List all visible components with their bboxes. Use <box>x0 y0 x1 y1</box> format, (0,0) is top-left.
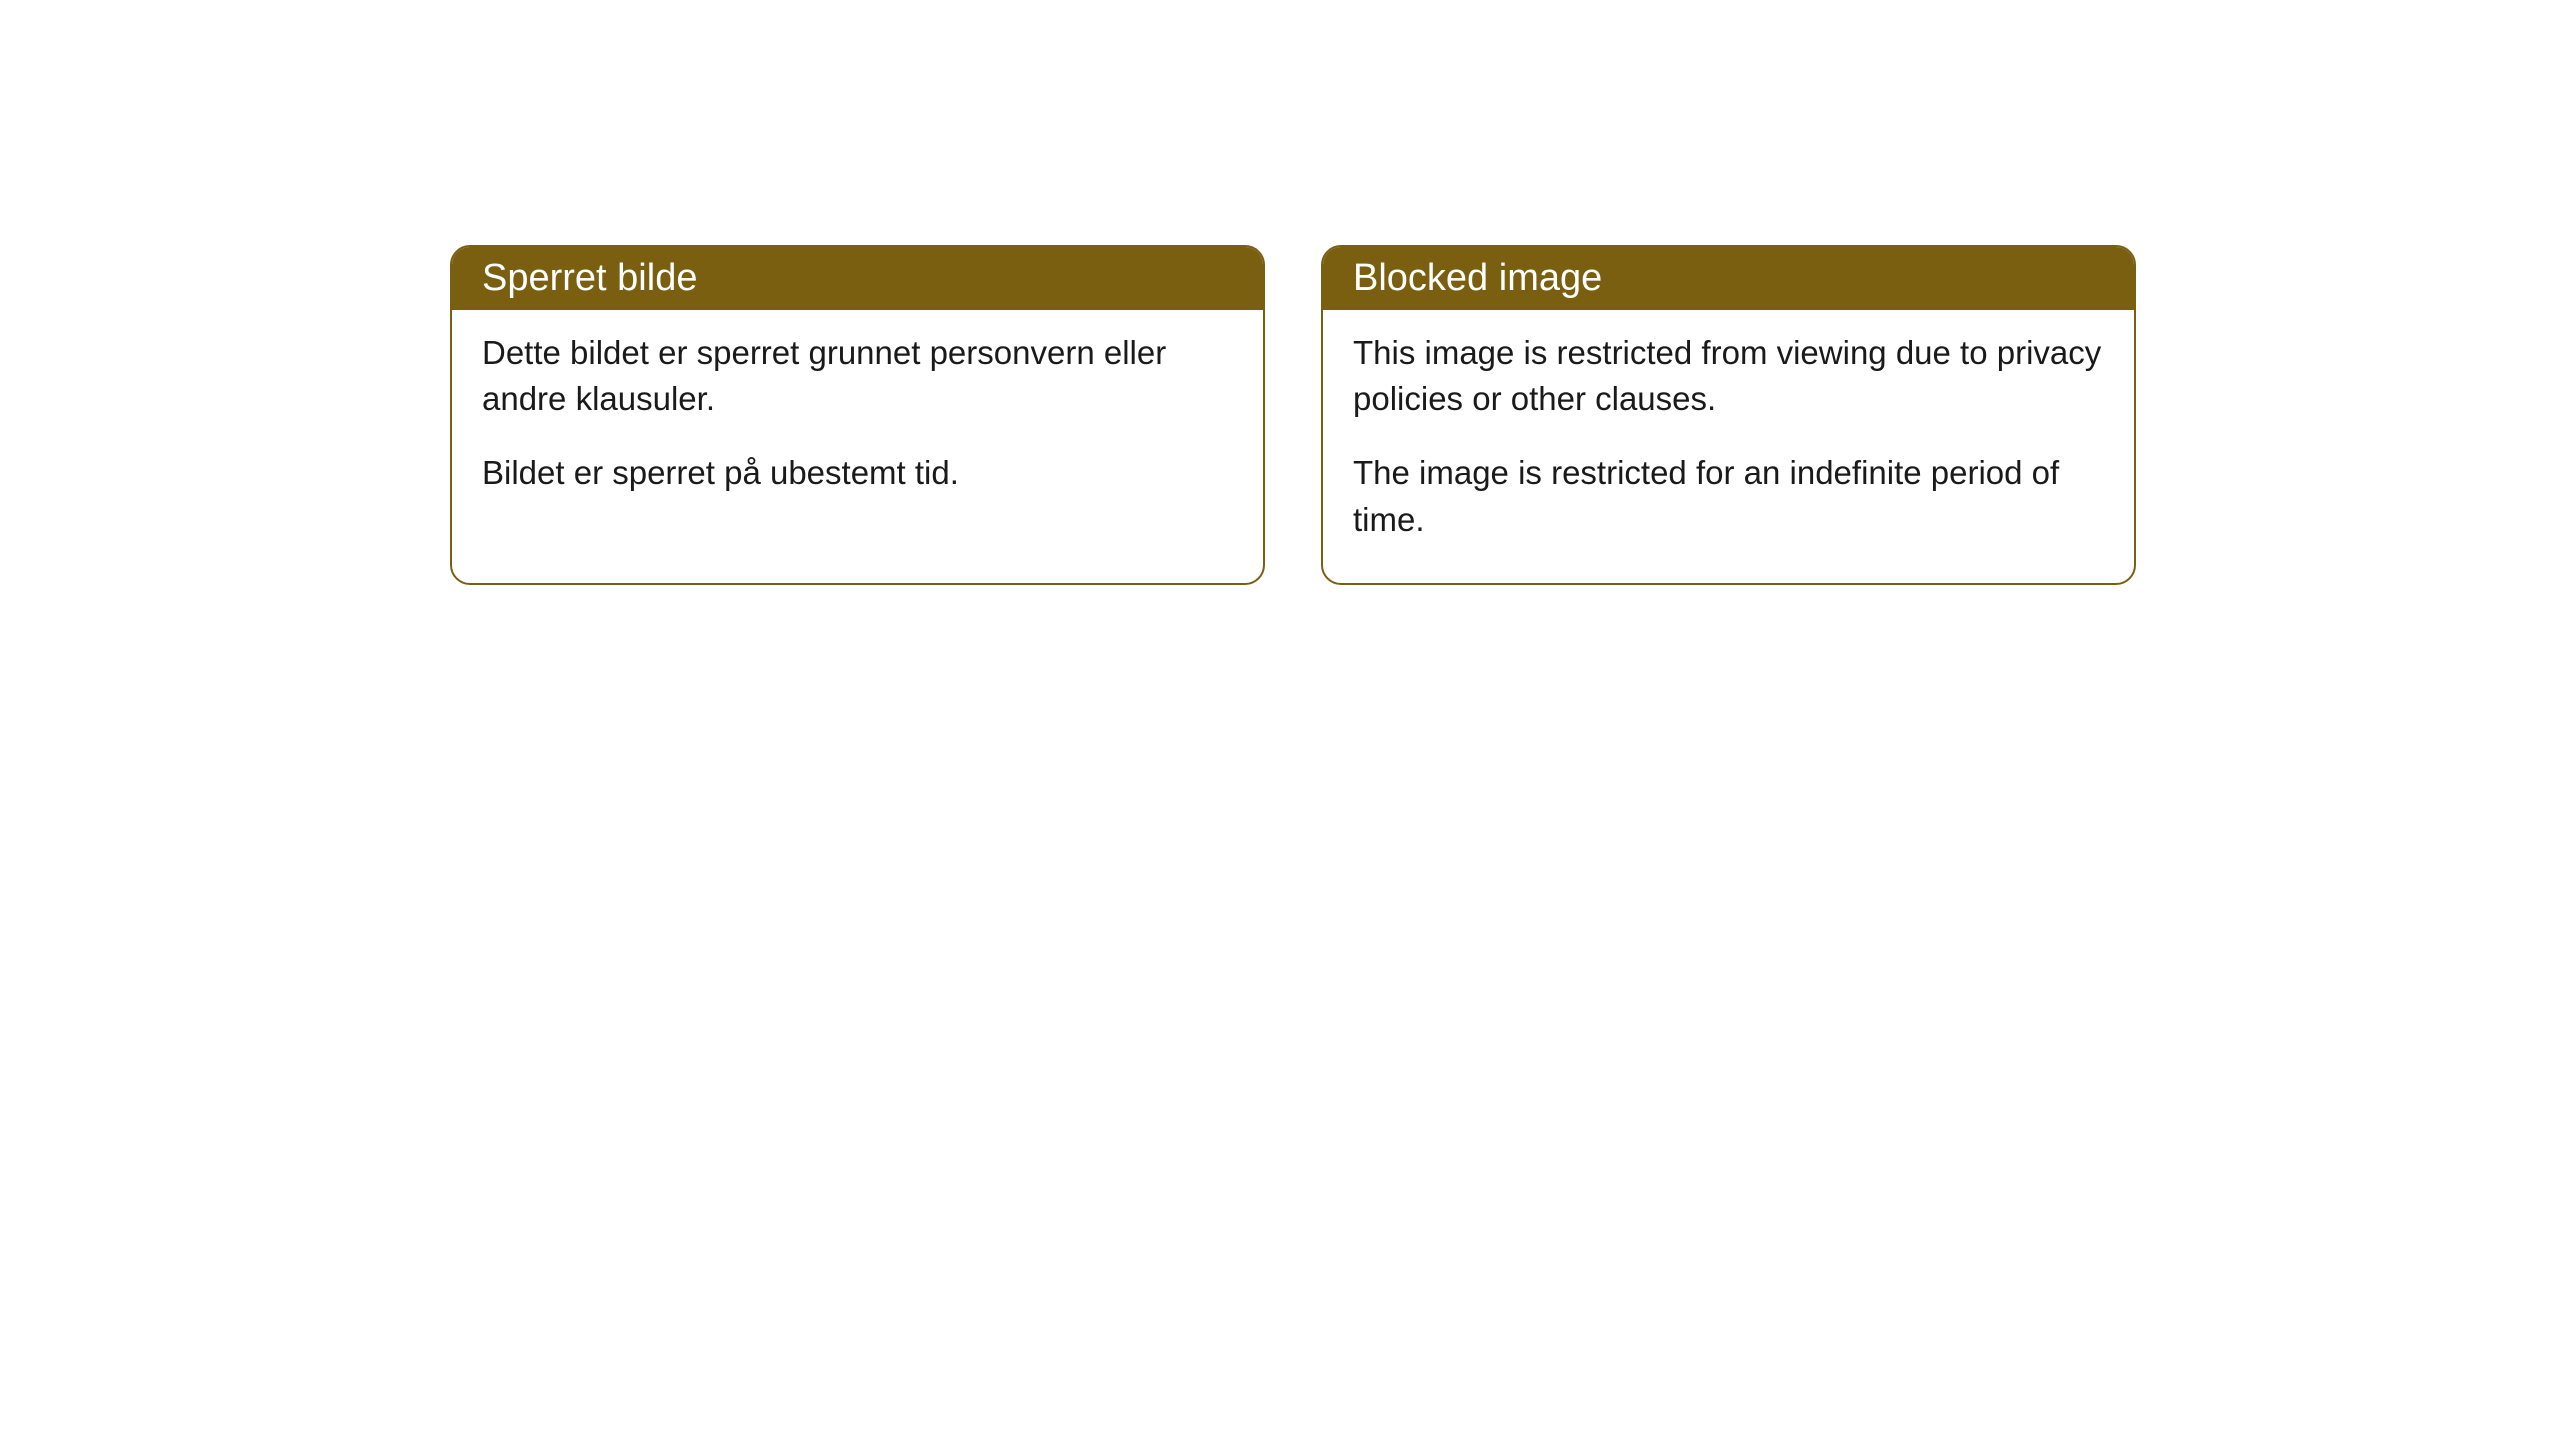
card-title-english: Blocked image <box>1353 257 1602 299</box>
blocked-image-card-english: Blocked image This image is restricted f… <box>1321 245 2136 585</box>
card-body-norwegian: Dette bildet er sperret grunnet personve… <box>452 310 1263 537</box>
blocked-image-card-norwegian: Sperret bilde Dette bildet er sperret gr… <box>450 245 1265 585</box>
card-text-norwegian-2: Bildet er sperret på ubestemt tid. <box>482 450 1233 496</box>
card-text-norwegian-1: Dette bildet er sperret grunnet personve… <box>482 330 1233 422</box>
card-title-norwegian: Sperret bilde <box>482 257 697 299</box>
card-header-english: Blocked image <box>1323 247 2134 310</box>
card-header-norwegian: Sperret bilde <box>452 247 1263 310</box>
card-body-english: This image is restricted from viewing du… <box>1323 310 2134 583</box>
card-text-english-2: The image is restricted for an indefinit… <box>1353 450 2104 542</box>
card-text-english-1: This image is restricted from viewing du… <box>1353 330 2104 422</box>
notice-cards-container: Sperret bilde Dette bildet er sperret gr… <box>450 245 2136 585</box>
